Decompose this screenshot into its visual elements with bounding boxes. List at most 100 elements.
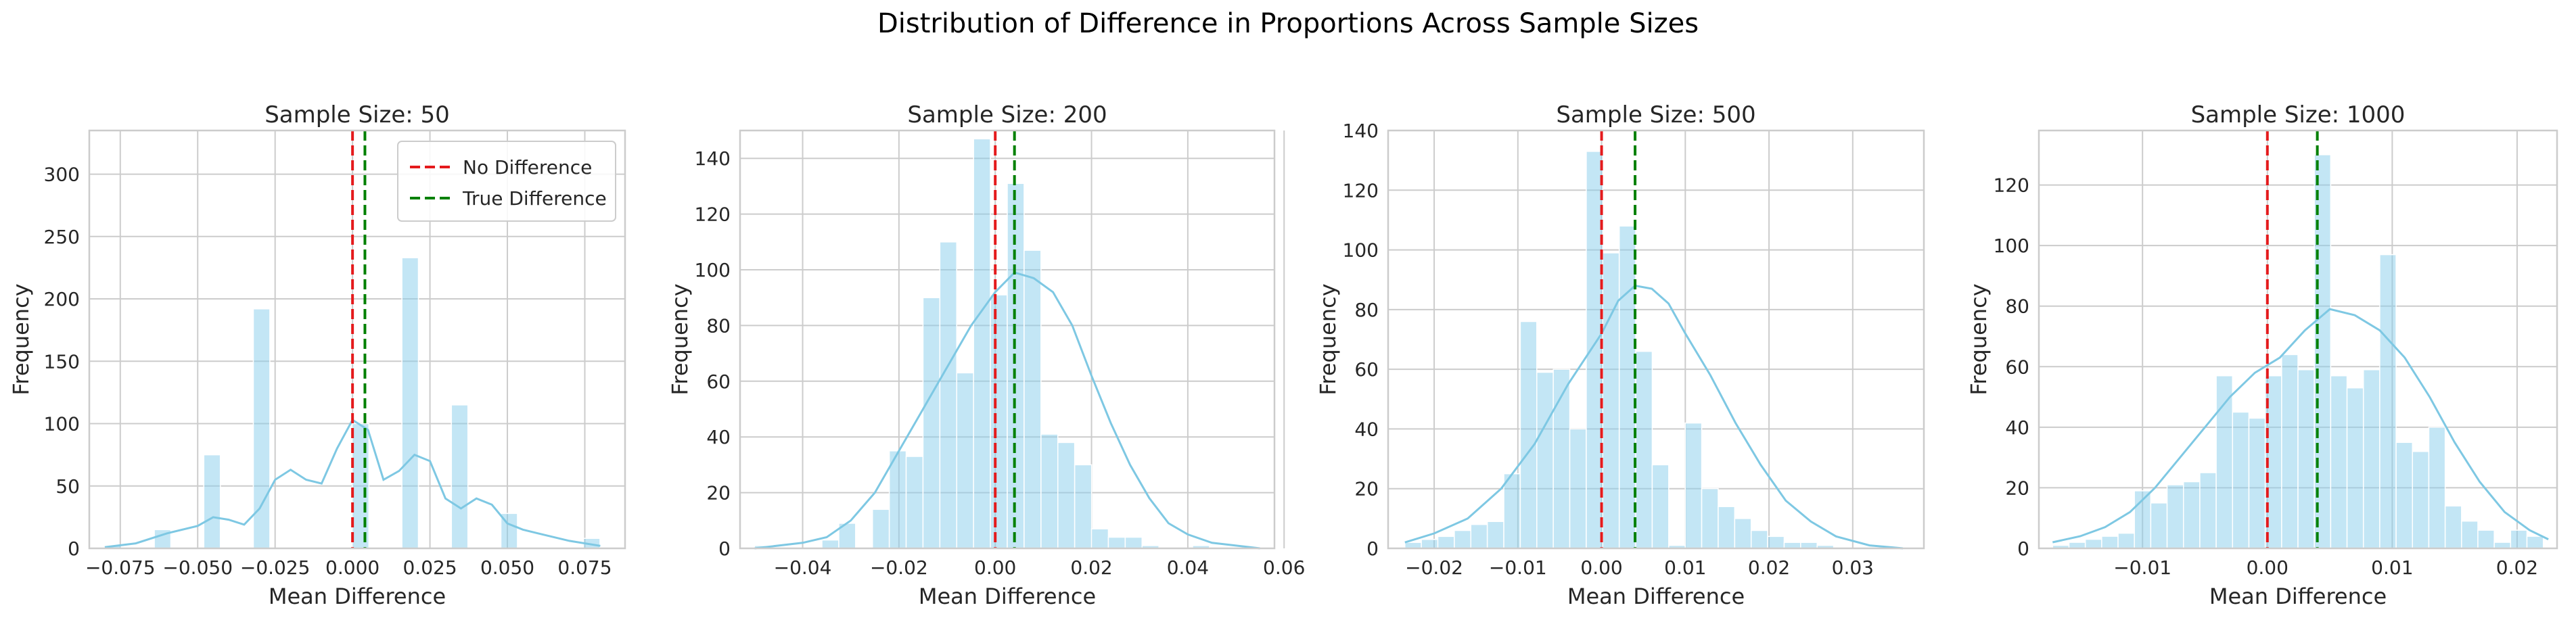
x-tick-label: 0.00 (1580, 556, 1622, 579)
histogram-bar (1569, 428, 1587, 549)
x-axis-label: Mean Difference (2209, 584, 2387, 609)
y-tick-label: 20 (2005, 477, 2029, 499)
legend-label: No Difference (463, 156, 592, 179)
histogram-bar (2068, 542, 2086, 549)
histogram-bar (1404, 542, 1422, 549)
y-tick-label: 80 (1354, 299, 1379, 321)
histogram-bar (2199, 472, 2217, 549)
histogram-bar (821, 539, 840, 549)
y-tick-label: 60 (1354, 358, 1379, 381)
x-tick-label: 0.02 (2496, 556, 2538, 579)
histogram-bar (905, 456, 924, 549)
histogram-bar (922, 297, 941, 549)
histogram-bar (352, 423, 370, 549)
x-tick-label: 0.050 (480, 556, 534, 579)
histogram-bar (2493, 542, 2512, 549)
y-tick-label: 40 (2005, 417, 2029, 439)
histogram-bar (451, 404, 469, 549)
histogram-bar (2182, 481, 2201, 549)
histogram-bar (203, 454, 221, 549)
x-tick-label: −0.01 (2113, 556, 2171, 579)
histogram-bar (888, 450, 907, 549)
kde-line (2052, 308, 2549, 544)
y-tick-label: 0 (718, 538, 731, 560)
x-tick-label: −0.01 (1489, 556, 1547, 579)
histogram-bar (1024, 249, 1042, 549)
y-tick-label: 250 (44, 226, 80, 248)
chart-panel-1: −0.075 −0.050 −0.025 0.000 0.025 0.050 0.075 0 5… (8, 101, 626, 609)
histogram-bar (1057, 442, 1076, 549)
x-tick-label: 0.04 (1167, 556, 1209, 579)
histogram-bar (2346, 387, 2364, 549)
y-tick-label: 100 (44, 413, 80, 435)
y-tick-label: 20 (706, 482, 731, 504)
kde-line (1404, 284, 1904, 550)
histogram-bar (1074, 464, 1092, 549)
x-axis-label: Mean Difference (1567, 584, 1745, 609)
histogram-bar (2362, 369, 2380, 549)
y-axis-label: Frequency (8, 283, 34, 395)
histogram-bar (2412, 450, 2430, 549)
histogram-bar (1750, 529, 1768, 549)
histogram-bar (1718, 506, 1736, 549)
histogram-bar (2444, 505, 2462, 549)
y-tick-label: 120 (1994, 174, 2029, 197)
x-tick-label: 0.01 (2371, 556, 2413, 579)
y-tick-label: 140 (695, 147, 731, 170)
x-tick-label: 0.075 (557, 556, 612, 579)
histogram-bar (2526, 536, 2544, 549)
histogram-bar (1040, 433, 1059, 549)
x-tick-label: 0.01 (1664, 556, 1706, 579)
x-tick-label: −0.025 (240, 556, 310, 579)
histogram-bar (2297, 369, 2315, 549)
y-tick-label: 140 (1343, 120, 1379, 142)
panel-title: Sample Size: 200 (907, 101, 1107, 128)
histogram-bar (2510, 529, 2528, 549)
y-tick-label: 100 (695, 259, 731, 281)
histogram-bar (939, 241, 958, 549)
histogram-bar (1454, 529, 1472, 549)
y-tick-label: 40 (1354, 418, 1379, 440)
y-tick-label: 100 (1343, 239, 1379, 262)
chart-panel-3: −0.02 −0.01 0.00 0.01 0.02 0.03 0 20 40 60 80 100 12… (1315, 101, 1925, 609)
y-tick-label: 20 (1354, 478, 1379, 500)
x-tick-label: −0.075 (85, 556, 156, 579)
histogram-bar (2232, 411, 2250, 549)
legend-label: True Difference (462, 187, 607, 210)
y-tick-label: 120 (1343, 179, 1379, 201)
histogram-bar (1635, 350, 1653, 549)
y-tick-label: 100 (1994, 235, 2029, 257)
histogram-bar (1090, 528, 1109, 549)
histogram-bar (2084, 538, 2102, 549)
axes-frame (739, 129, 1276, 550)
chart-panel-2: −0.04 −0.02 0.00 0.02 0.04 0.06 0 20 40 60 80 100 12… (667, 101, 1305, 609)
y-tick-label: 0 (68, 538, 80, 560)
y-tick-label: 200 (44, 288, 80, 310)
histogram-bar (2166, 484, 2184, 549)
axes-frame (88, 129, 626, 550)
histogram-bar (2461, 520, 2479, 549)
histogram-bar (1783, 542, 1801, 549)
histogram-bar (871, 508, 890, 549)
x-tick-label: −0.02 (870, 556, 928, 579)
panel-title: Sample Size: 500 (1556, 101, 1755, 128)
x-tick-label: 0.06 (1263, 556, 1305, 579)
y-tick-label: 150 (44, 350, 80, 373)
histogram-bar (2215, 375, 2234, 549)
legend-box (397, 141, 616, 222)
histogram-bar (1767, 536, 1785, 549)
histogram-bar (2150, 502, 2168, 549)
axes-frame (2038, 129, 2558, 550)
y-tick-label: 50 (55, 475, 80, 498)
histogram-bar (956, 372, 974, 549)
x-tick-label: 0.02 (1748, 556, 1790, 579)
x-tick-label: 0.03 (1832, 556, 1874, 579)
histogram-bar (1124, 536, 1143, 549)
histogram-bar (1602, 252, 1620, 549)
histogram-bar (1437, 536, 1455, 549)
histogram-bar (1651, 464, 1670, 549)
y-tick-label: 40 (706, 426, 731, 448)
legend: No Difference True Difference (397, 141, 616, 222)
histogram-bar (1734, 518, 1752, 549)
histogram-bar (2281, 354, 2299, 549)
